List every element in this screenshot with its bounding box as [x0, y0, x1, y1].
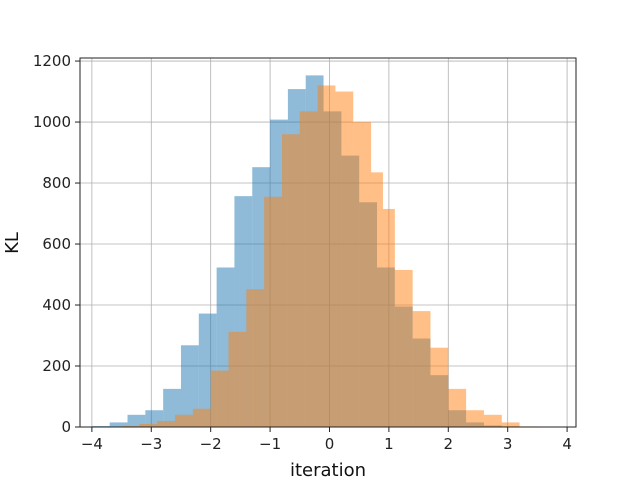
- x-tick-label: 4: [562, 435, 572, 453]
- histogram-bar-series-1: [180, 345, 199, 427]
- histogram-bar-series-2: [382, 208, 395, 427]
- x-tick-label: −1: [259, 435, 281, 453]
- x-tick-label: 1: [384, 435, 394, 453]
- y-tick-label: 1000: [33, 113, 71, 131]
- histogram-bar-series-2: [501, 422, 520, 427]
- histogram-bar-series-2: [483, 414, 502, 427]
- y-tick-label: 600: [42, 235, 71, 253]
- histogram-bar-series-2: [412, 311, 431, 427]
- x-axis-label: iteration: [290, 460, 366, 480]
- y-tick-label: 400: [42, 296, 71, 314]
- histogram-bar-series-2: [371, 172, 383, 427]
- y-tick-label: 0: [61, 418, 71, 436]
- histogram-bar-series-2: [281, 134, 300, 427]
- histogram-bar-series-2: [299, 111, 318, 427]
- y-tick-label: 1200: [33, 52, 71, 70]
- histogram-bar-series-2: [430, 347, 449, 427]
- histogram-bar-series-2: [335, 91, 354, 427]
- histogram-bar-series-2: [139, 423, 158, 427]
- histogram-bar-series-2: [264, 196, 282, 427]
- plot-frame: [79, 57, 577, 428]
- x-tick-label: 3: [503, 435, 513, 453]
- histogram-bar-series-2: [228, 331, 247, 427]
- histogram-bar-series-2: [192, 408, 211, 427]
- histogram-bar-series-2: [317, 85, 336, 427]
- y-axis-label: KL: [2, 232, 23, 254]
- histogram-bars: [91, 75, 556, 428]
- histogram-bar-series-2: [466, 410, 484, 427]
- histogram-bar-series-2: [394, 269, 413, 427]
- x-tick-label: −4: [81, 435, 103, 453]
- histogram-bar-series-2: [448, 388, 467, 427]
- y-tick-label: 800: [42, 174, 71, 192]
- histogram-bar-series-2: [210, 370, 229, 427]
- histogram-bar-series-1: [109, 422, 128, 427]
- histogram-bar-series-2: [157, 420, 176, 427]
- histogram-bar-series-2: [353, 122, 372, 427]
- x-tick-label: −2: [200, 435, 222, 453]
- x-tick-label: 2: [444, 435, 454, 453]
- histogram-bar-series-2: [175, 414, 193, 427]
- x-tick-label: 0: [325, 435, 335, 453]
- x-tick-label: −3: [140, 435, 162, 453]
- y-tick-label: 200: [42, 357, 71, 375]
- axis-ticks: −4 −3 −2 −1 0 1 2 3 4 0 200 400 600 800 1000 1200: [33, 52, 572, 453]
- histogram-bar-series-2: [246, 289, 265, 427]
